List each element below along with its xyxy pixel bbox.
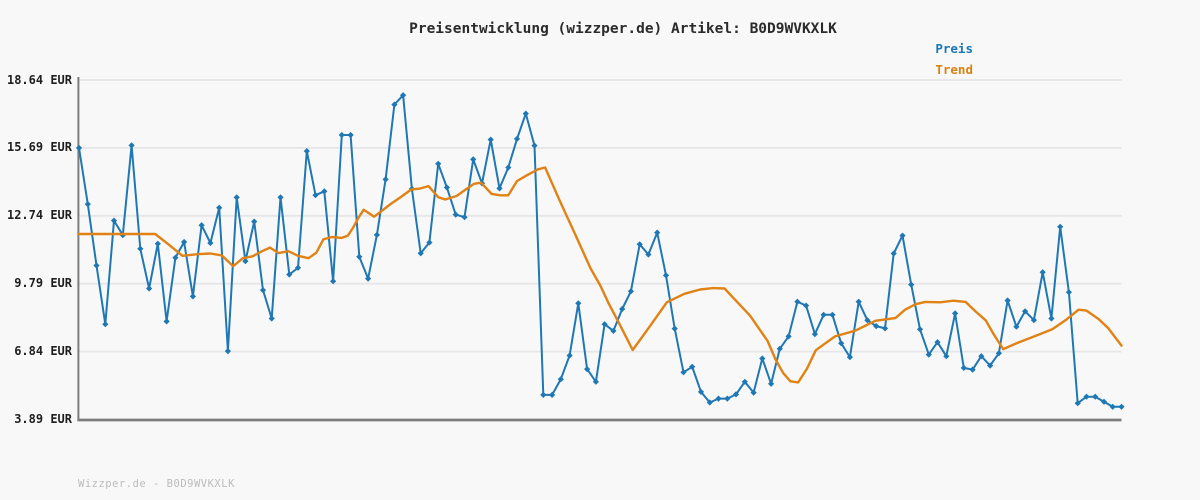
y-tick-label: 15.69 EUR (6, 140, 72, 155)
chart-title: Preisentwicklung (wizzper.de) Artikel: B… (409, 21, 837, 37)
legend-item-preis: Preis (935, 41, 973, 56)
y-tick-label: 18.64 EUR (6, 72, 72, 87)
y-tick-label: 6.84 EUR (14, 344, 72, 359)
y-tick-label: 3.89 EUR (14, 412, 72, 426)
legend-item-trend: Trend (935, 62, 973, 77)
watermark-text: Wizzper.de - B0D9WVKXLK (78, 478, 235, 490)
legend: Preis Trend (0, 38, 973, 80)
y-tick-label: 9.79 EUR (14, 276, 72, 291)
y-tick-label: 12.74 EUR (6, 208, 72, 223)
